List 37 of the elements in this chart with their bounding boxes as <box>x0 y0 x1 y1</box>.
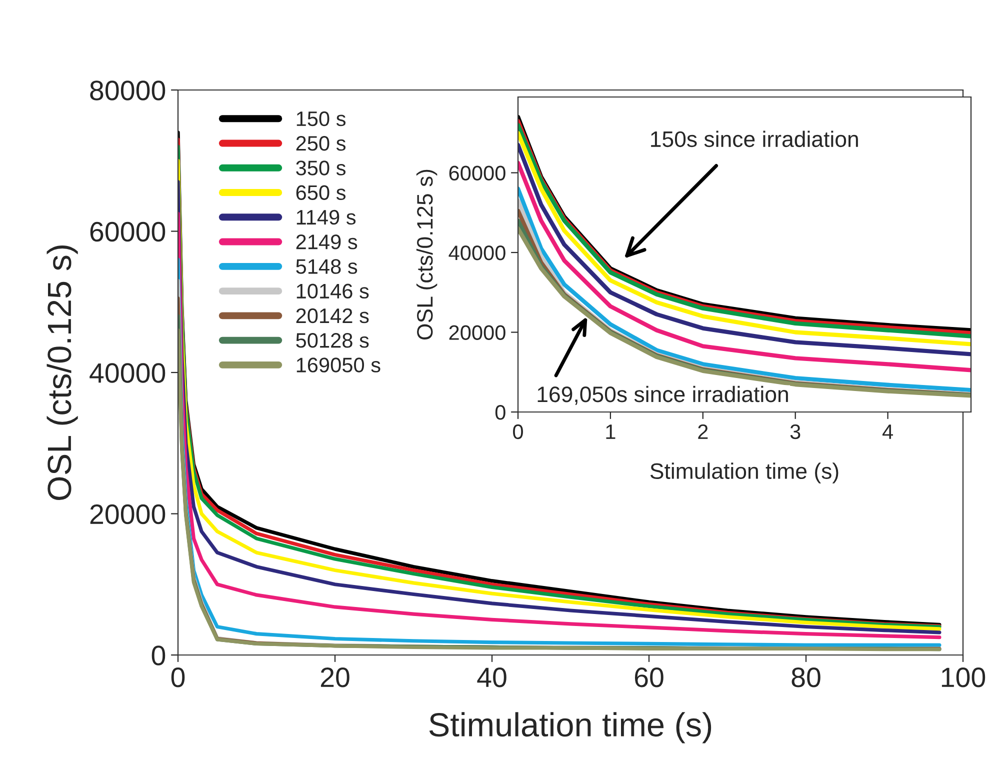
legend-label: 10146 s <box>296 284 369 299</box>
x-axis-title: Stimulation time (s) <box>650 462 838 484</box>
y-axis-title: OSL (cts/0.125 s) <box>46 246 78 500</box>
y-tick-label: 0 <box>152 646 166 666</box>
y-tick-label: 0 <box>495 405 506 420</box>
x-tick-label: 0 <box>171 668 185 688</box>
legend-label: 350 s <box>296 160 346 176</box>
x-tick-label: 3 <box>790 424 800 440</box>
x-tick-label: 40 <box>477 668 506 688</box>
y-tick-label: 40000 <box>90 363 166 383</box>
y-tick-label: 40000 <box>448 246 506 260</box>
y-axis-title: OSL (cts/0.125 s) <box>416 170 438 340</box>
x-axis-title: Stimulation time (s) <box>429 712 712 744</box>
legend-label: 5148 s <box>296 259 358 274</box>
legend-label: 169050 s <box>296 358 380 372</box>
legend-label: 20142 s <box>296 308 369 324</box>
annotation: 150s since irradiation <box>651 130 858 148</box>
x-tick-label: 60 <box>634 668 664 688</box>
x-tick-label: 100 <box>942 668 986 688</box>
y-tick-label: 80000 <box>90 80 166 100</box>
x-tick-label: 1 <box>606 424 616 439</box>
y-tick-label: 60000 <box>90 222 166 242</box>
annotation: 169,050s since irradiation <box>538 386 788 405</box>
x-tick-label: 2 <box>698 424 708 439</box>
x-tick-label: 0 <box>513 424 523 440</box>
x-tick-label: 4 <box>882 424 893 439</box>
y-tick-label: 20000 <box>449 325 506 340</box>
legend-label: 650 s <box>296 185 346 200</box>
legend-label: 50128 s <box>296 333 369 348</box>
legend-label: 2149 s <box>296 234 358 250</box>
legend-label: 250 s <box>296 136 346 151</box>
x-tick-label: 80 <box>792 668 820 688</box>
legend-label: 1149 s <box>296 210 356 225</box>
y-tick-label: 60000 <box>449 166 506 181</box>
legend-label: 150 s <box>296 111 346 126</box>
y-tick-label: 20000 <box>90 504 166 524</box>
x-tick-label: 20 <box>320 668 350 688</box>
